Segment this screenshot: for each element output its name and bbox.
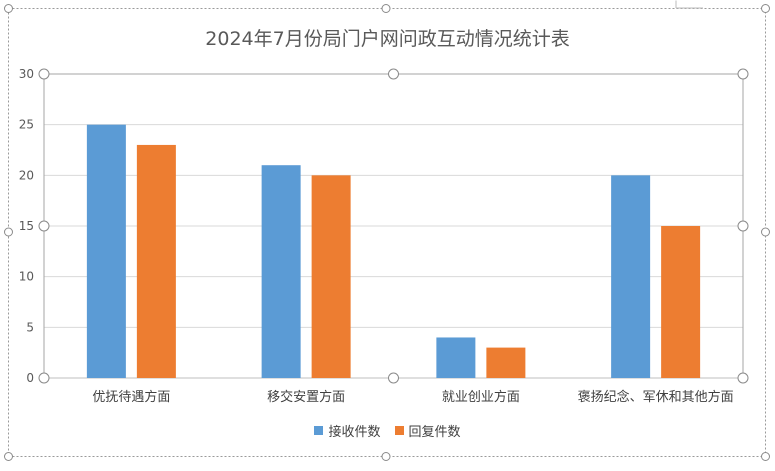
chart-area-handle bbox=[761, 4, 770, 13]
plot-area-handle bbox=[388, 68, 399, 80]
legend-swatch-replied bbox=[394, 426, 404, 435]
plot-area-handle bbox=[388, 372, 399, 384]
legend-label-received: 接收件数 bbox=[328, 425, 381, 440]
bar-received bbox=[436, 337, 476, 378]
chart-area-handle bbox=[4, 452, 13, 461]
chart-area-handle bbox=[4, 4, 13, 13]
chart-area-handle bbox=[4, 227, 13, 237]
legend-item-received[interactable]: 接收件数 bbox=[314, 421, 381, 440]
chart-area-handle bbox=[381, 452, 391, 461]
y-tick-label: 30 bbox=[19, 67, 34, 81]
legend: 接收件数 回复件数 bbox=[0, 421, 775, 440]
x-tick-label: 就业创业方面 bbox=[442, 389, 520, 405]
y-tick-label: 20 bbox=[19, 168, 34, 182]
bar-replied bbox=[661, 226, 701, 378]
legend-swatch-received bbox=[314, 426, 324, 435]
x-tick-label: 褒扬纪念、军休和其他方面 bbox=[578, 389, 734, 405]
plot-area-handle bbox=[737, 372, 749, 384]
chart-area-handle bbox=[761, 227, 770, 237]
plot-area-handle bbox=[38, 220, 50, 232]
x-tick-label: 移交安置方面 bbox=[267, 389, 345, 405]
x-tick-label: 优抚待遇方面 bbox=[92, 389, 170, 405]
legend-label-replied: 回复件数 bbox=[408, 425, 461, 440]
bar-replied bbox=[486, 347, 526, 378]
bar-received bbox=[261, 165, 301, 378]
y-tick-label: 0 bbox=[26, 371, 34, 385]
plot-area-handle bbox=[38, 372, 50, 384]
bar-received bbox=[86, 124, 126, 379]
y-tick-label: 15 bbox=[19, 219, 34, 233]
y-tick-label: 10 bbox=[19, 270, 34, 284]
plot-area-handle bbox=[38, 68, 50, 80]
y-tick-label: 25 bbox=[19, 118, 34, 132]
bar-received bbox=[611, 175, 651, 378]
bar-replied bbox=[311, 175, 351, 378]
bar-replied bbox=[136, 144, 176, 378]
y-tick-label: 5 bbox=[26, 320, 34, 334]
plot-area-handle bbox=[737, 68, 749, 80]
chart-area-handle bbox=[381, 4, 391, 13]
plot-area-handle bbox=[737, 220, 749, 232]
chart-title: 2024年7月份局门户网问政互动情况统计表 bbox=[205, 28, 570, 50]
chart-area-handle bbox=[761, 452, 770, 461]
legend-item-replied[interactable]: 回复件数 bbox=[394, 421, 461, 440]
